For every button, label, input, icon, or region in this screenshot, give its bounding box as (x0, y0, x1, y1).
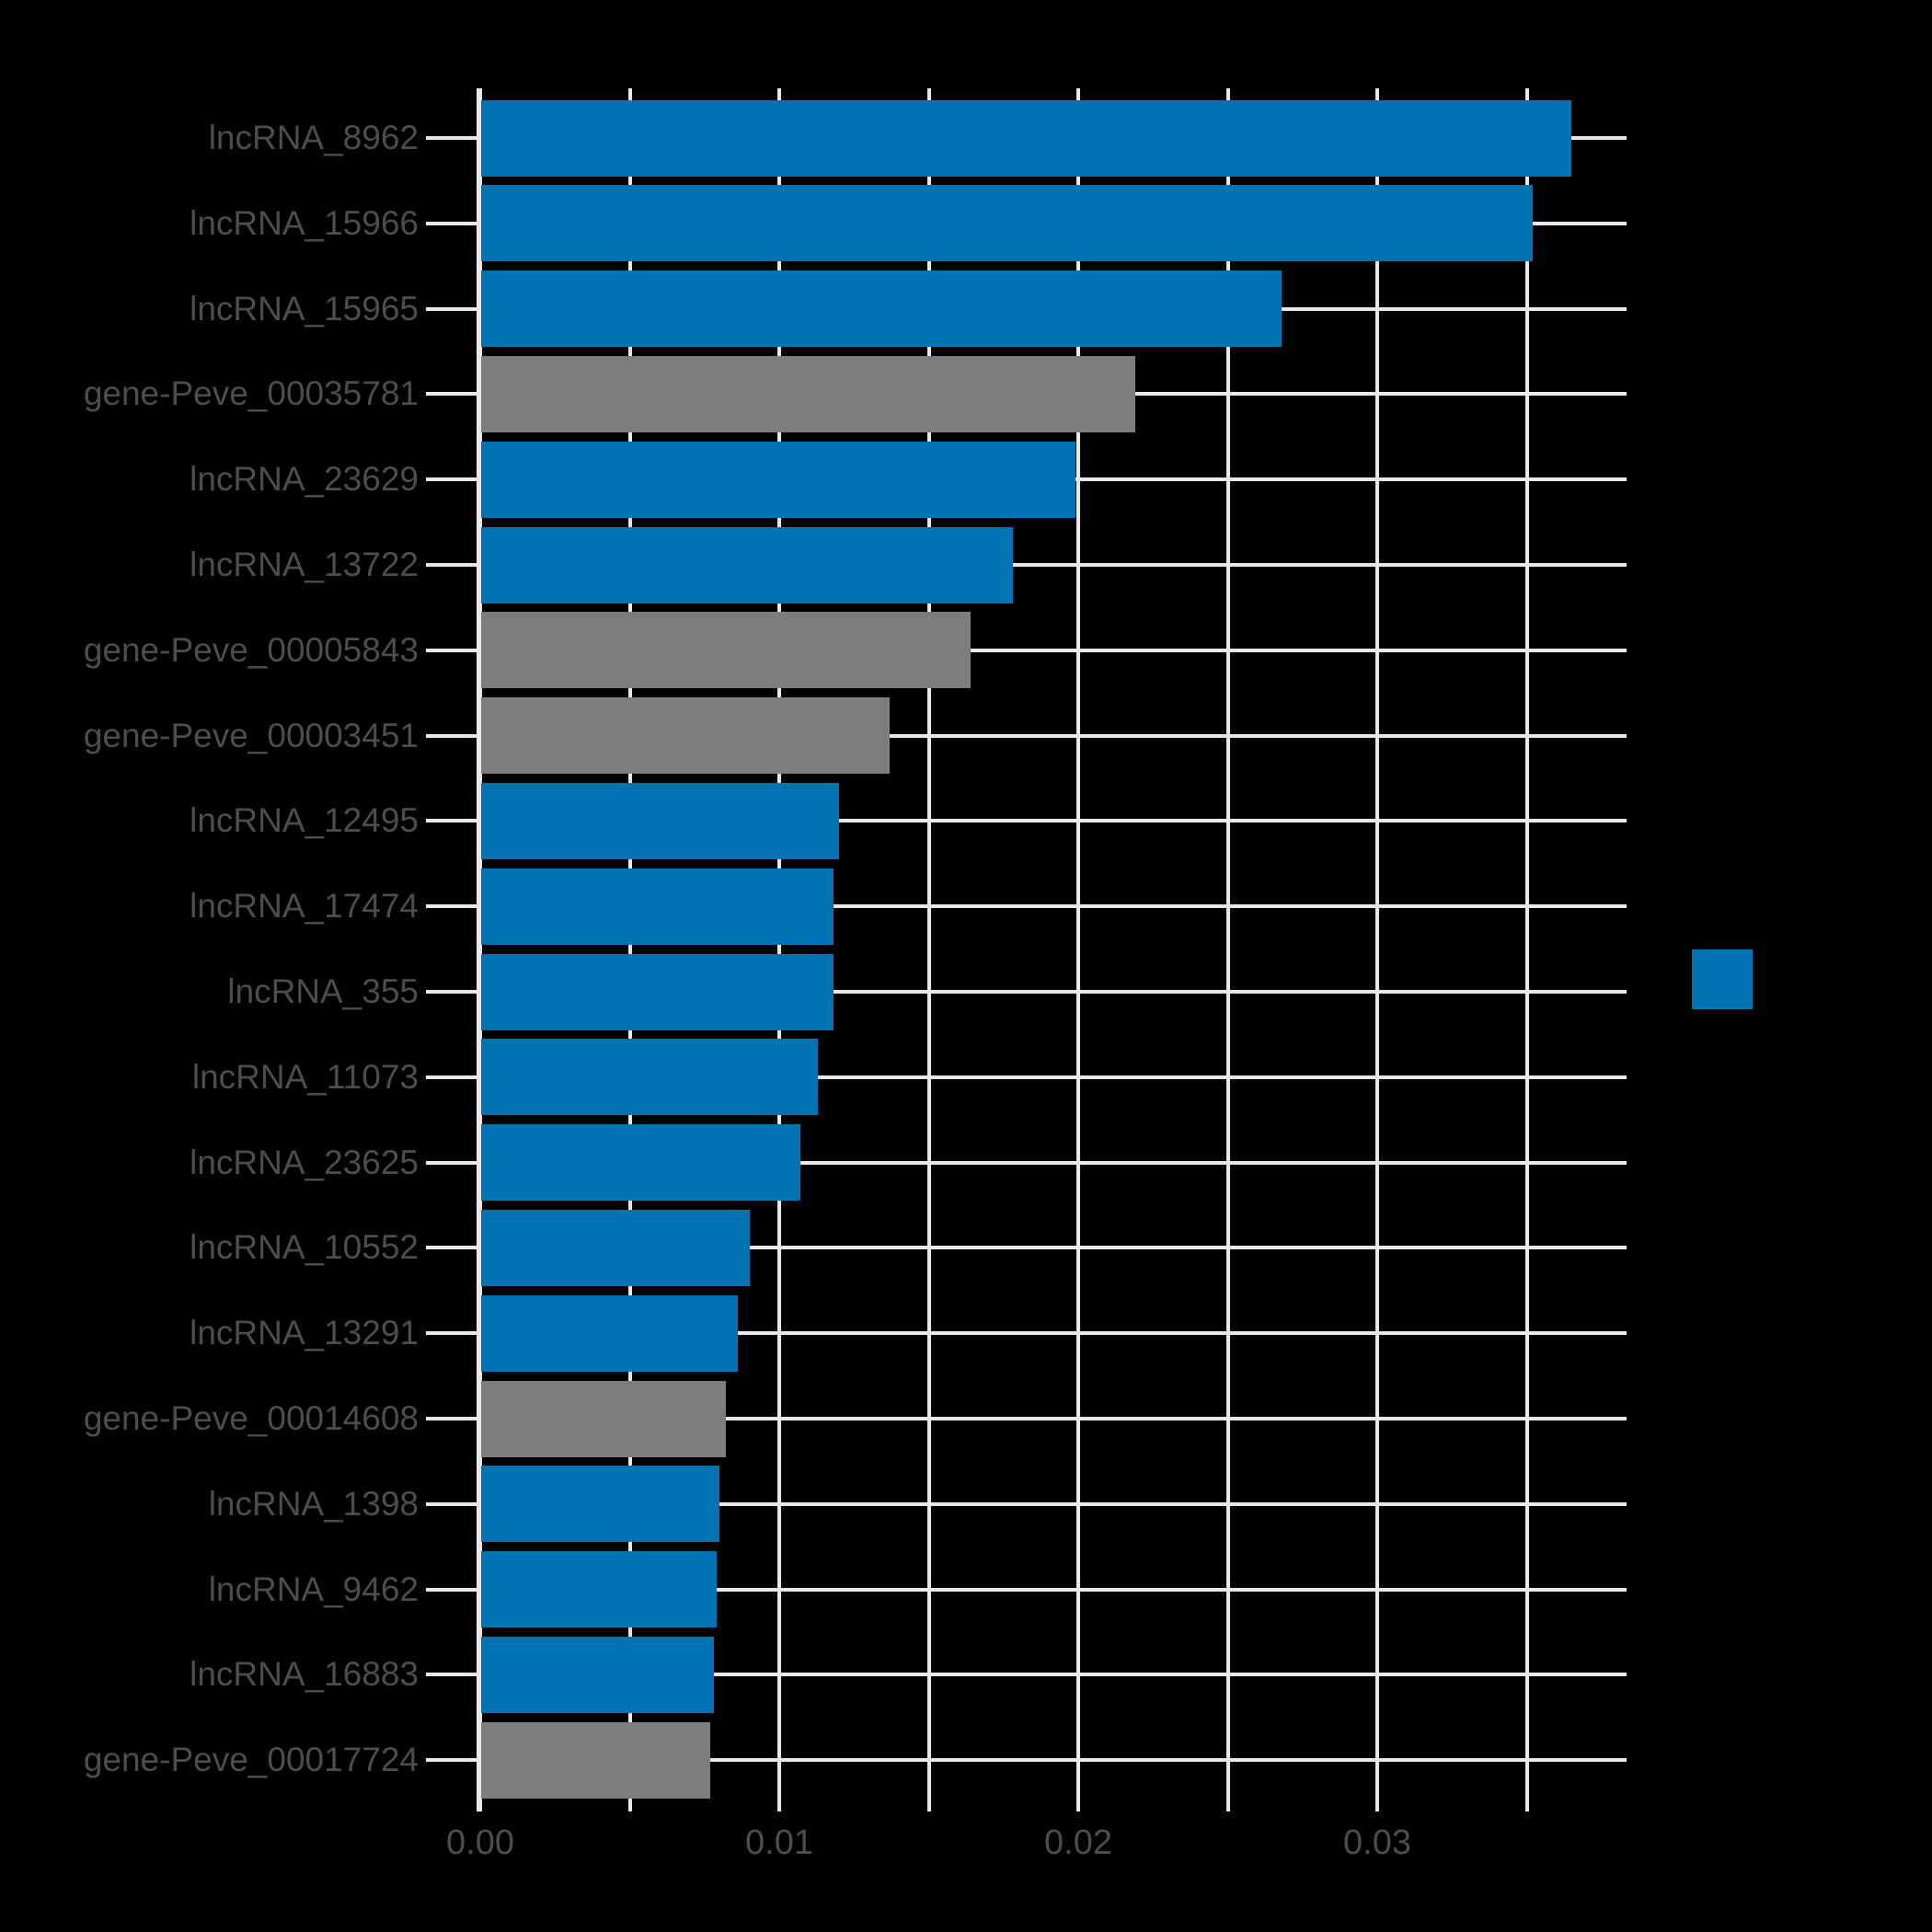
bar (480, 1551, 717, 1628)
gridline-v (1076, 88, 1080, 1799)
y-tick-label: gene-Peve_00014608 (83, 1399, 419, 1437)
gridline-h (480, 733, 1627, 738)
y-tick-label: gene-Peve_00003451 (83, 716, 419, 754)
bar (480, 99, 1571, 177)
gridline-h (480, 1246, 1627, 1250)
x-tick (1225, 1799, 1230, 1811)
y-tick-label: lncRNA_16883 (190, 1655, 419, 1694)
x-tick (777, 1799, 781, 1811)
y-tick (426, 1758, 477, 1763)
y-tick-label: lncRNA_13291 (190, 1314, 419, 1352)
y-tick (426, 1587, 477, 1592)
gridline-h (480, 1673, 1627, 1677)
bar (480, 1466, 719, 1543)
y-tick (426, 904, 477, 909)
bar (480, 1039, 818, 1116)
bar (480, 697, 890, 775)
y-tick (426, 563, 477, 567)
y-tick (426, 733, 477, 738)
y-axis-spine (477, 88, 481, 1811)
gridline-h (480, 648, 1627, 652)
x-tick-label: 0.01 (745, 1823, 813, 1862)
y-tick-label: lncRNA_17474 (190, 887, 419, 926)
bar (480, 1124, 800, 1202)
x-tick-label: 0.00 (446, 1823, 514, 1862)
x-tick (1375, 1799, 1379, 1811)
bar (480, 612, 971, 689)
x-tick-label: 0.02 (1044, 1823, 1112, 1862)
bar (480, 355, 1135, 432)
y-tick (426, 1501, 477, 1506)
bar (480, 782, 839, 859)
bar (480, 868, 834, 945)
y-tick (426, 392, 477, 397)
y-tick (426, 1160, 477, 1165)
gridline-h (480, 1417, 1627, 1420)
y-tick-label: lncRNA_12495 (190, 801, 419, 840)
y-tick-label: gene-Peve_00017724 (83, 1741, 419, 1779)
gridline-h (480, 1587, 1627, 1592)
y-tick-label: lncRNA_23629 (190, 460, 419, 499)
x-tick (1076, 1799, 1080, 1811)
x-tick (926, 1799, 931, 1811)
bar (480, 270, 1282, 348)
gridline-v (1225, 88, 1230, 1799)
bar (480, 1209, 750, 1286)
y-tick-label: lncRNA_23625 (190, 1143, 419, 1181)
y-tick-label: lncRNA_1398 (208, 1484, 419, 1523)
y-tick-label: gene-Peve_00035781 (83, 374, 419, 413)
gridline-h (480, 1501, 1627, 1506)
y-tick-label: lncRNA_11073 (191, 1057, 419, 1096)
gridline-h (480, 819, 1627, 823)
y-tick (426, 1331, 477, 1336)
y-tick-label: lncRNA_355 (227, 972, 419, 1010)
legend-swatch (1692, 949, 1753, 1009)
y-tick (426, 306, 477, 311)
bar (480, 1636, 714, 1713)
gridline-h (480, 904, 1627, 909)
bar (480, 1721, 710, 1799)
y-tick-label: gene-Peve_00005843 (83, 630, 419, 669)
bar (480, 185, 1533, 262)
y-tick-label: lncRNA_15966 (190, 203, 419, 242)
y-tick (426, 990, 477, 994)
bar (480, 953, 834, 1030)
y-tick (426, 477, 477, 482)
y-tick (426, 1673, 477, 1677)
x-tick (627, 1799, 632, 1811)
bar (480, 441, 1075, 518)
x-tick (1524, 1799, 1529, 1811)
gridline-h (480, 1160, 1627, 1165)
y-tick (426, 1075, 477, 1079)
bar (480, 1380, 726, 1457)
gridline-v (1375, 88, 1379, 1799)
y-tick (426, 648, 477, 652)
gridline-h (480, 1075, 1627, 1079)
x-tick-label: 0.03 (1343, 1823, 1411, 1862)
y-tick-label: lncRNA_10552 (190, 1228, 419, 1267)
y-tick-label: lncRNA_8962 (208, 119, 419, 156)
y-tick-label: lncRNA_15965 (190, 289, 419, 328)
y-tick-label: lncRNA_9462 (208, 1570, 419, 1608)
y-tick (426, 819, 477, 823)
gridline-h (480, 990, 1627, 994)
y-tick (426, 1246, 477, 1250)
gridline-v (926, 88, 931, 1799)
gridline-h (480, 1331, 1627, 1336)
bar (480, 1294, 738, 1372)
gridline-v (1524, 88, 1529, 1799)
bar (480, 526, 1013, 604)
y-tick (426, 1417, 477, 1420)
gridline-h (480, 1758, 1627, 1763)
y-tick (426, 221, 477, 225)
gridline-h (480, 563, 1627, 567)
y-tick-label: lncRNA_13722 (190, 546, 419, 583)
y-tick (426, 136, 477, 140)
